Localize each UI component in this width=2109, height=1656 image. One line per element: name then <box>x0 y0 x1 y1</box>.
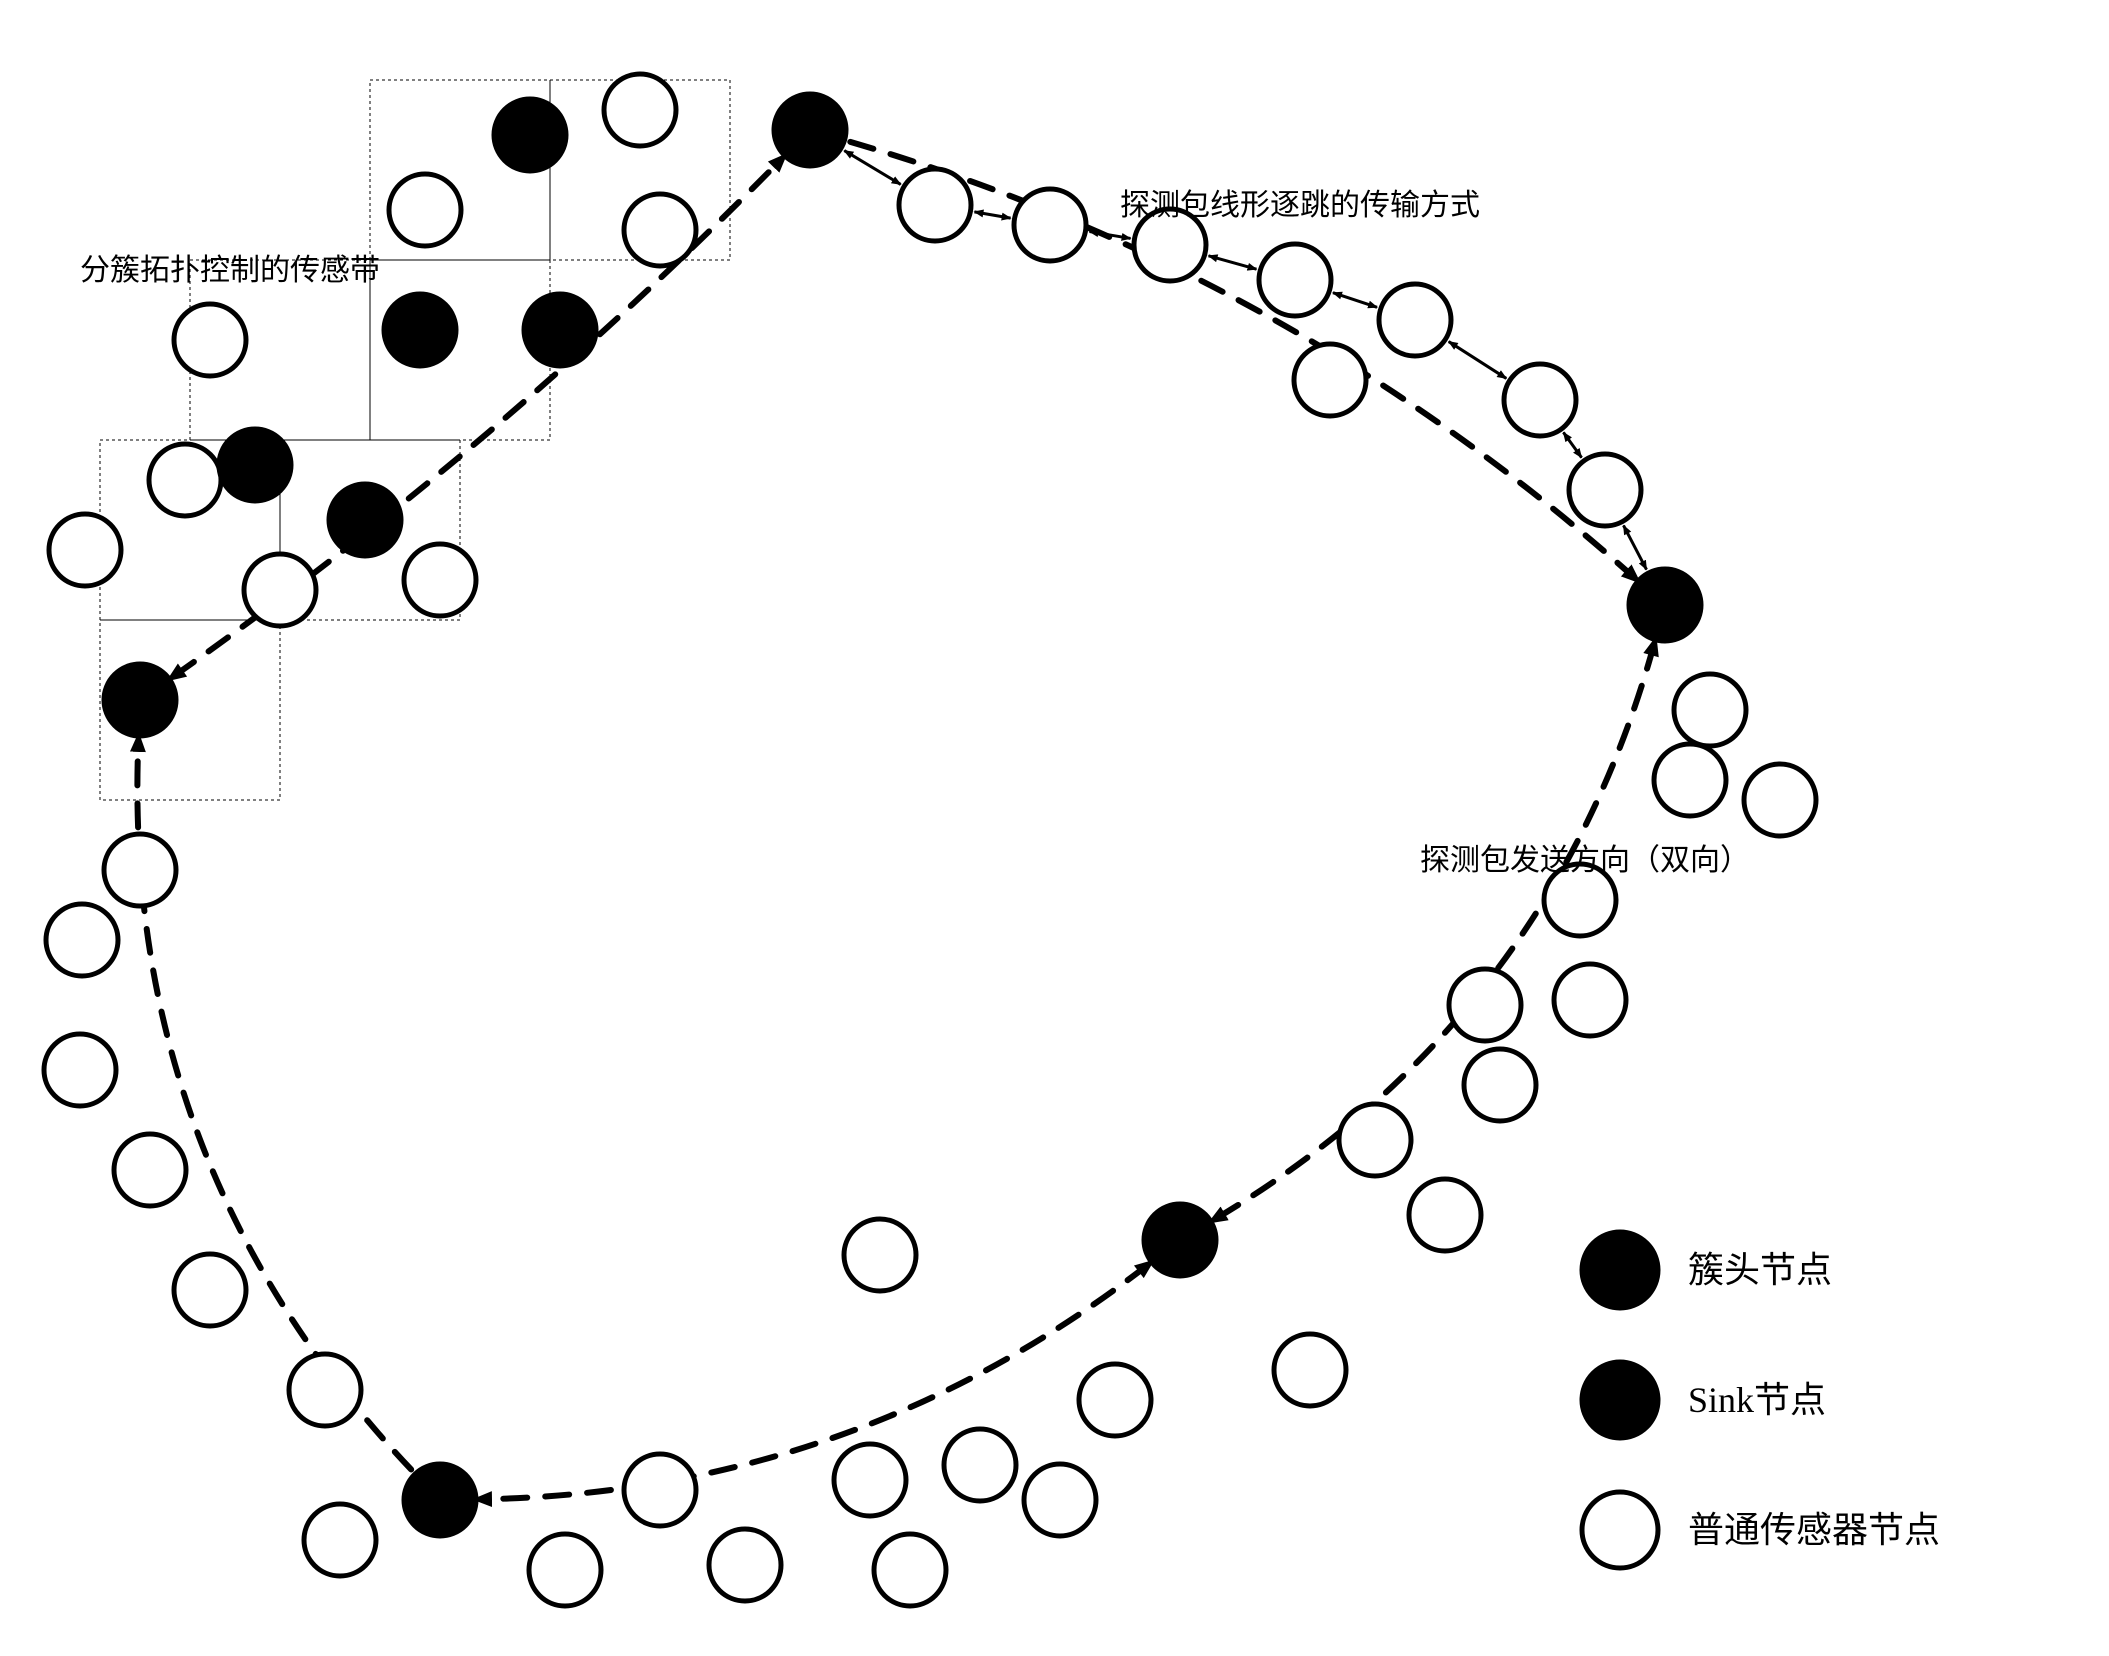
sensor-node <box>149 444 221 516</box>
sensor-node <box>104 834 176 906</box>
cluster-head-node <box>329 484 401 556</box>
cluster-head-node <box>404 1464 476 1536</box>
label-linear-hop: 探测包线形逐跳的传输方式 <box>1120 189 1480 222</box>
sensor-node <box>709 1529 781 1601</box>
legend: 簇头节点 Sink节点普通传感器节点 <box>1582 1232 1940 1568</box>
sensor-node <box>1294 344 1366 416</box>
sensor-node <box>529 1534 601 1606</box>
sensor-node <box>1674 674 1746 746</box>
sensor-node <box>1079 1364 1151 1436</box>
legend-swatch-filled <box>1582 1362 1658 1438</box>
sensor-node <box>49 514 121 586</box>
cluster-head-node <box>384 294 456 366</box>
cluster-head-node <box>524 294 596 366</box>
sensor-node <box>1744 764 1816 836</box>
cluster-head-node <box>104 664 176 736</box>
sensor-node <box>1449 969 1521 1041</box>
legend-label: 簇头节点 <box>1688 1250 1832 1290</box>
sensor-node <box>944 1429 1016 1501</box>
sensor-node <box>1024 1464 1096 1536</box>
sensor-node <box>1274 1334 1346 1406</box>
legend-label: Sink节点 <box>1688 1380 1826 1420</box>
sensor-node <box>114 1134 186 1206</box>
sensor-node <box>1339 1104 1411 1176</box>
sensor-node <box>874 1534 946 1606</box>
label-probe-dir: 探测包发送方向（双向） <box>1420 844 1750 877</box>
label-topology-band: 分簇拓扑控制的传感带 <box>80 254 380 287</box>
cluster-head-node <box>219 429 291 501</box>
sensor-node <box>244 554 316 626</box>
sensor-node <box>624 194 696 266</box>
sensor-node <box>604 74 676 146</box>
legend-swatch-hollow <box>1582 1492 1658 1568</box>
legend-swatch-filled <box>1582 1232 1658 1308</box>
sensor-node <box>174 304 246 376</box>
sensor-node <box>844 1219 916 1291</box>
cluster-head-node <box>494 99 566 171</box>
sensor-node <box>44 1034 116 1106</box>
sensor-node <box>1569 454 1641 526</box>
sensor-node <box>404 544 476 616</box>
sensor-node <box>899 169 971 241</box>
sensor-node <box>174 1254 246 1326</box>
sensor-node <box>1409 1179 1481 1251</box>
cluster-head-node <box>1629 569 1701 641</box>
legend-label: 普通传感器节点 <box>1688 1510 1940 1550</box>
sensor-node <box>289 1354 361 1426</box>
sensor-node <box>834 1444 906 1516</box>
sensor-node <box>46 904 118 976</box>
nodes <box>44 74 1816 1606</box>
cluster-head-node <box>1144 1204 1216 1276</box>
sensor-node <box>624 1454 696 1526</box>
sensor-node <box>1014 189 1086 261</box>
sensor-node <box>304 1504 376 1576</box>
sensor-node <box>389 174 461 246</box>
sensor-node <box>1464 1049 1536 1121</box>
sensor-node <box>1259 244 1331 316</box>
sensor-node <box>1654 744 1726 816</box>
sensor-node <box>1379 284 1451 356</box>
sensor-node <box>1554 964 1626 1036</box>
sensor-node <box>1504 364 1576 436</box>
cluster-head-node <box>774 94 846 166</box>
